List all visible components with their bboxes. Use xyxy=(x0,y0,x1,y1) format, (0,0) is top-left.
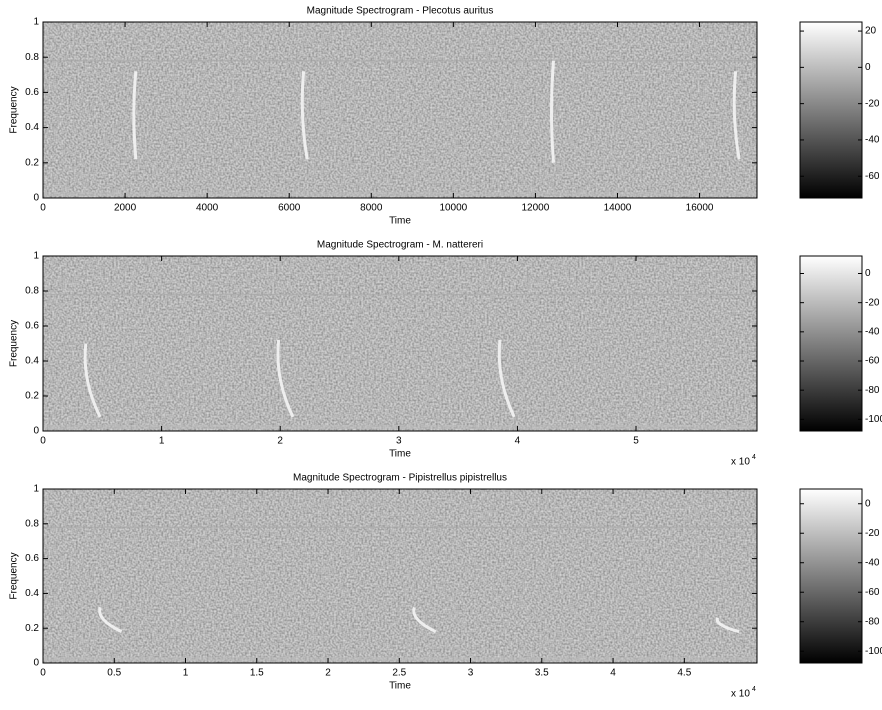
colorbar-tick-label: -40 xyxy=(865,326,880,337)
x-tick-label: 6000 xyxy=(278,203,301,214)
plot-frame xyxy=(42,21,758,199)
x-offset-text: x 10 xyxy=(731,689,750,700)
call-streak xyxy=(497,339,516,418)
y-tick-label: 0 xyxy=(33,193,39,204)
x-offset-text: x 10 xyxy=(731,457,750,468)
colorbar-tick-label: -60 xyxy=(865,171,880,182)
x-tick-label: 2.5 xyxy=(392,668,406,679)
low-band xyxy=(43,657,757,661)
y-tick-label: 1 xyxy=(33,484,39,495)
y-tick-label: 0 xyxy=(33,426,39,437)
x-tick-label: 0 xyxy=(40,203,46,214)
chart-title: Magnitude Spectrogram - Pipistrellus pip… xyxy=(293,473,507,484)
plot-frame xyxy=(42,488,758,664)
colorbar-tick-label: -60 xyxy=(865,587,880,598)
x-axis-label: Time xyxy=(389,681,411,692)
colorbar-tick-label: 0 xyxy=(865,268,871,279)
colorbar-tick-label: -60 xyxy=(865,356,880,367)
low-band xyxy=(43,425,757,429)
call-streak xyxy=(732,71,741,160)
x-axis-label: Time xyxy=(389,449,411,460)
x-tick-label: 0.5 xyxy=(107,668,121,679)
x-tick-label: 16000 xyxy=(686,203,714,214)
x-axis-label: Time xyxy=(389,216,411,227)
y-tick-label: 0.2 xyxy=(25,391,39,402)
y-tick-label: 0.2 xyxy=(25,623,39,634)
colorbar-tick-label: 0 xyxy=(865,62,871,73)
colorbar-tick-label: -20 xyxy=(865,528,880,539)
x-tick-label: 8000 xyxy=(360,203,383,214)
y-tick-label: 0 xyxy=(33,658,39,669)
x-tick-label: 2 xyxy=(325,668,331,679)
spectrogram-image xyxy=(43,489,757,663)
x-tick-label: 4 xyxy=(515,436,521,447)
call-streak xyxy=(98,606,123,634)
colorbar xyxy=(799,21,863,199)
plot-frame xyxy=(42,255,758,432)
chart-title: Magnitude Spectrogram - M. nattereri xyxy=(317,240,483,251)
colorbar-tick-label: 20 xyxy=(865,26,877,37)
spectrogram-image xyxy=(43,256,757,431)
chart-title: Magnitude Spectrogram - Plecotus auritus xyxy=(307,6,494,17)
x-tick-label: 14000 xyxy=(604,203,632,214)
colorbar-tick-label: 0 xyxy=(865,498,871,509)
y-axis-label: Frequency xyxy=(9,320,20,367)
y-tick-label: 0.6 xyxy=(25,87,39,98)
x-tick-label: 4000 xyxy=(196,203,219,214)
y-tick-label: 0.4 xyxy=(25,122,39,133)
spectrogram-image xyxy=(43,22,757,198)
colorbar-tick-label: -100 xyxy=(865,646,882,657)
call-streak xyxy=(132,71,138,160)
y-tick-label: 0.6 xyxy=(25,321,39,332)
colorbar xyxy=(799,488,863,664)
x-tick-label: 2 xyxy=(277,436,283,447)
x-tick-label: 4 xyxy=(610,668,616,679)
spectrogram-panel: Magnitude Spectrogram - M. nattereri Time… xyxy=(9,240,882,468)
colorbar-tick-label: -40 xyxy=(865,135,880,146)
x-tick-label: 3 xyxy=(468,668,474,679)
y-tick-label: 1 xyxy=(33,251,39,262)
y-tick-label: 0.8 xyxy=(25,52,39,63)
colorbar-tick-label: -20 xyxy=(865,297,880,308)
x-tick-label: 1 xyxy=(159,436,165,447)
colorbar-tick-label: -100 xyxy=(865,414,882,425)
y-axis-label: Frequency xyxy=(9,552,20,599)
x-tick-label: 2000 xyxy=(114,203,137,214)
colorbar-tick-label: -40 xyxy=(865,557,880,568)
y-tick-label: 0.8 xyxy=(25,518,39,529)
call-streak xyxy=(276,339,295,418)
x-tick-label: 5 xyxy=(633,436,639,447)
y-tick-label: 0.2 xyxy=(25,157,39,168)
x-tick-label: 1.5 xyxy=(250,668,264,679)
x-tick-label: 10000 xyxy=(439,203,467,214)
x-tick-label: 4.5 xyxy=(677,668,691,679)
x-tick-label: 1 xyxy=(183,668,189,679)
spectrogram-panel: Magnitude Spectrogram - Plecotus auritus… xyxy=(9,6,880,227)
colorbar xyxy=(799,255,863,432)
colorbar-tick-label: -80 xyxy=(865,616,880,627)
y-axis-label: Frequency xyxy=(9,86,20,133)
colorbar-tick-label: -80 xyxy=(865,385,880,396)
y-tick-label: 1 xyxy=(33,17,39,28)
call-streak xyxy=(550,60,556,163)
call-streak xyxy=(300,71,309,160)
y-tick-label: 0.4 xyxy=(25,356,39,367)
low-band xyxy=(43,192,757,196)
spectrogram-panel: Magnitude Spectrogram - Pipistrellus pip… xyxy=(9,473,882,700)
x-tick-label: 3.5 xyxy=(535,668,549,679)
y-tick-label: 0.6 xyxy=(25,553,39,564)
y-tick-label: 0.8 xyxy=(25,286,39,297)
x-tick-label: 12000 xyxy=(522,203,550,214)
x-tick-label: 3 xyxy=(396,436,402,447)
x-tick-label: 0 xyxy=(40,436,46,447)
call-streak xyxy=(715,617,740,634)
call-streak xyxy=(83,343,102,418)
colorbar-tick-label: -20 xyxy=(865,98,880,109)
x-tick-label: 0 xyxy=(40,668,46,679)
call-streak xyxy=(412,606,437,634)
y-tick-label: 0.4 xyxy=(25,588,39,599)
x-offset-exponent: 4 xyxy=(752,454,756,461)
x-offset-exponent: 4 xyxy=(752,686,756,693)
